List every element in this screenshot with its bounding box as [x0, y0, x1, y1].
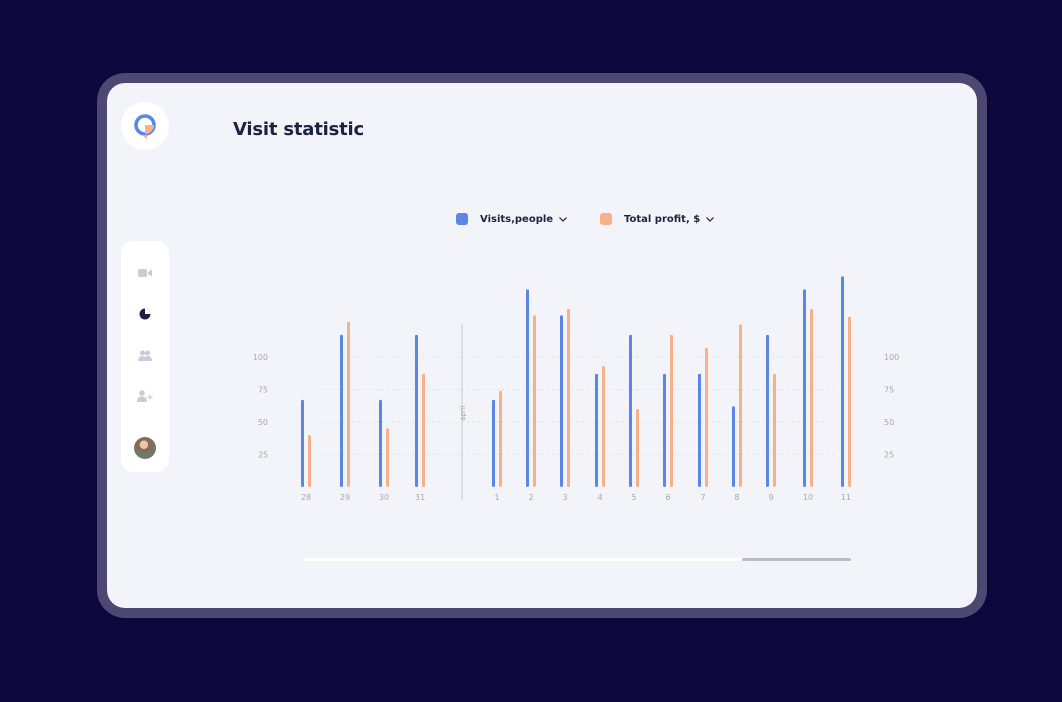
legend-profit-swatch [600, 213, 612, 225]
x-tick-label: 4 [597, 493, 602, 502]
chart-scrollbar[interactable] [303, 558, 851, 561]
x-tick-label: 6 [665, 493, 670, 502]
bar-profit-6 [670, 334, 673, 487]
x-tick-label: 10 [803, 493, 813, 502]
bar-profit-31 [422, 373, 425, 487]
chevron-down-icon [706, 216, 715, 222]
x-tick-label: 30 [379, 493, 389, 502]
x-tick-label: 3 [562, 493, 567, 502]
nav-item-statistics[interactable] [133, 302, 157, 326]
sidebar-nav [121, 241, 169, 472]
bar-visits-5 [629, 334, 632, 487]
x-tick-label: 11 [841, 493, 851, 502]
y-tick-label-right: 25 [884, 451, 894, 460]
x-tick-label: 5 [631, 493, 636, 502]
bar-profit-1 [499, 390, 502, 487]
bar-visits-10 [803, 289, 806, 487]
page-title: Visit statistic [233, 119, 364, 140]
bar-profit-7 [705, 347, 708, 487]
x-tick-label: 28 [301, 493, 311, 502]
x-tick-label: 2 [528, 493, 533, 502]
bar-visits-8 [732, 406, 735, 487]
bar-visits-31 [415, 334, 418, 487]
legend-visits-label: Visits,people [480, 213, 554, 225]
bar-visits-30 [379, 399, 382, 487]
bar-profit-10 [810, 308, 813, 487]
bar-profit-29 [347, 321, 350, 487]
bar-visits-29 [340, 334, 343, 487]
bar-profit-3 [567, 308, 570, 487]
nav-item-add-user[interactable] [133, 384, 157, 408]
bar-profit-2 [533, 315, 536, 487]
user-avatar[interactable] [134, 437, 156, 459]
legend-visits-swatch [456, 213, 468, 225]
y-tick-label-right: 50 [884, 418, 894, 427]
bar-visits-1 [492, 399, 495, 487]
x-tick-label: 8 [734, 493, 739, 502]
month-divider-label: april [459, 405, 467, 421]
x-tick-label: 29 [340, 493, 350, 502]
y-tick-label-left: 100 [253, 353, 268, 362]
bar-visits-7 [698, 373, 701, 487]
legend-profit-dropdown[interactable]: Total profit, $ [600, 211, 715, 227]
bar-profit-28 [308, 435, 311, 487]
pie-chart-icon [139, 308, 151, 320]
logo-icon [134, 114, 156, 139]
bar-visits-28 [301, 399, 304, 487]
x-tick-label: 7 [700, 493, 705, 502]
y-tick-label-left: 50 [258, 418, 268, 427]
bar-visits-6 [663, 373, 666, 487]
x-tick-label: 1 [494, 493, 499, 502]
bar-visits-3 [560, 315, 563, 487]
chevron-down-icon [559, 216, 568, 222]
y-tick-label-right: 75 [884, 386, 894, 395]
bar-profit-8 [739, 324, 742, 487]
nav-item-users[interactable] [133, 343, 157, 367]
y-tick-label-right: 100 [884, 353, 899, 362]
x-tick-label: 9 [768, 493, 773, 502]
bar-visits-11 [841, 276, 844, 487]
visit-bar-chart: 25 25 50 50 75 75 100 100 april 28 29 30 31 1 2 3 4 5 6 7 8 9… [253, 276, 899, 502]
bar-profit-9 [773, 373, 776, 487]
bar-profit-30 [386, 428, 389, 487]
app-screen: Visit statistic Visits,people Total prof… [107, 83, 977, 608]
bar-profit-11 [848, 316, 851, 487]
y-tick-label-left: 25 [258, 451, 268, 460]
y-tick-label-left: 75 [258, 386, 268, 395]
bar-visits-2 [526, 289, 529, 487]
x-tick-label: 31 [415, 493, 425, 502]
add-user-icon [137, 390, 153, 402]
video-camera-icon [138, 269, 152, 277]
nav-item-video[interactable] [133, 261, 157, 285]
bar-profit-5 [636, 409, 639, 487]
users-icon [138, 350, 152, 361]
bar-visits-4 [595, 373, 598, 487]
legend-visits-dropdown[interactable]: Visits,people [456, 211, 568, 227]
legend-profit-label: Total profit, $ [624, 213, 701, 225]
bar-visits-9 [766, 334, 769, 487]
app-logo[interactable] [121, 102, 169, 150]
chart-scrollbar-thumb[interactable] [742, 558, 851, 561]
bar-profit-4 [602, 366, 605, 487]
